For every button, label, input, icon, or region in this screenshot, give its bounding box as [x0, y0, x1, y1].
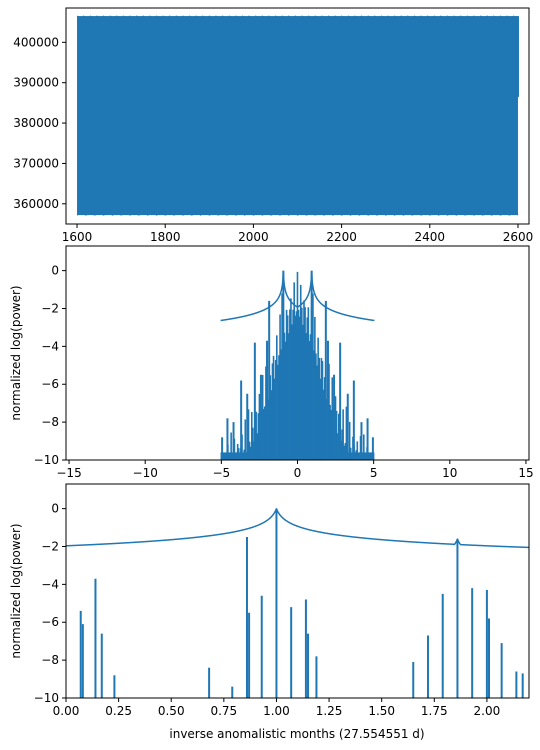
panel-1-x-ticks: 1600 1800 2000 2200 2400 2600: [62, 224, 533, 244]
x-tick-label: 1.00: [263, 704, 290, 718]
x-tick-label: 1.75: [421, 704, 448, 718]
y-tick-label: −8: [41, 653, 59, 667]
y-tick-label: −10: [34, 453, 59, 467]
x-tick-label: −15: [56, 466, 81, 480]
panel-2-y-ticks: 0 −2 −4 −6 −8 −10: [34, 264, 66, 467]
x-tick-label: −5: [212, 466, 230, 480]
panel-3-plot-area: [66, 507, 529, 698]
distance-series-band: [77, 16, 518, 216]
x-tick-label: 0.25: [105, 704, 132, 718]
panel-2-ylabel: normalized log(power): [9, 285, 23, 420]
y-tick-label: −6: [41, 615, 59, 629]
x-tick-label: 1.25: [316, 704, 343, 718]
y-tick-label: −4: [41, 577, 59, 591]
spectrum-line: [220, 270, 375, 322]
y-tick-label: −4: [41, 339, 59, 353]
panel-3: 0.00 0.25 0.50 0.75 1.00 1.25 1.50 1.75 2.00 0 −2…: [9, 483, 530, 741]
panel-3-ylabel: normalized log(power): [9, 523, 23, 658]
spectrum-series: [66, 507, 529, 698]
distance-series-bottom-edge: [76, 211, 519, 216]
x-tick-label: 0.75: [210, 704, 237, 718]
y-tick-label: −6: [41, 377, 59, 391]
panel-1: 1600 1800 2000 2200 2400 2600 360000 370000 380…: [13, 7, 533, 244]
y-tick-label: 380000: [13, 116, 59, 130]
panel-3-x-ticks: 0.00 0.25 0.50 0.75 1.00 1.25 1.50 1.75 2.00: [53, 698, 501, 718]
x-tick-label: 2400: [415, 230, 446, 244]
y-tick-label: 400000: [13, 35, 59, 49]
y-tick-label: −2: [41, 539, 59, 553]
panel-1-y-ticks: 360000 370000 380000 390000 400000: [13, 35, 66, 211]
panel-2: −15 −10 −5 0 5 10 15 0−2−4−6−8−10 normalized l…: [9, 245, 534, 480]
x-tick-label: 0: [294, 466, 302, 480]
x-tick-label: 2200: [326, 230, 357, 244]
panel-1-plot-area: [76, 15, 519, 216]
y-tick-label: 390000: [13, 76, 59, 90]
spectrum-line: [66, 507, 529, 549]
x-tick-label: 1.50: [368, 704, 395, 718]
y-tick-label: 370000: [13, 156, 59, 170]
panel-3-frame: [65, 483, 530, 699]
x-tick-label: 2600: [503, 230, 534, 244]
x-tick-label: 1600: [62, 230, 93, 244]
x-tick-label: 2.00: [474, 704, 501, 718]
x-tick-label: 1800: [150, 230, 181, 244]
panel-3-y-ticks: 0 −2 −4 −6 −8 −10: [34, 502, 66, 705]
y-tick-label: −8: [41, 415, 59, 429]
y-tick-label: −10: [34, 691, 59, 705]
x-tick-label: 10: [442, 466, 457, 480]
x-tick-label: 5: [370, 466, 378, 480]
panel-2-plot-area: [220, 270, 375, 460]
x-tick-label: 15: [518, 466, 533, 480]
x-tick-label: 0.00: [53, 704, 80, 718]
x-tick-label: 2000: [238, 230, 269, 244]
panel-3-xlabel: inverse anomalistic months (27.554551 d): [169, 727, 424, 741]
spectrum-series: [220, 270, 375, 460]
y-tick-label: 360000: [13, 197, 59, 211]
y-tick-label: 0: [51, 502, 59, 516]
x-tick-label: −10: [133, 466, 158, 480]
y-tick-label: 0: [51, 264, 59, 278]
y-tick-label: −2: [41, 301, 59, 315]
x-tick-label: 0.50: [158, 704, 185, 718]
distance-series-top-edge: [76, 15, 519, 19]
panel-1-frame: [65, 7, 530, 225]
panel-2-x-ticks: −15 −10 −5 0 5 10 15: [56, 460, 534, 480]
spectrum-dense-lines: [220, 271, 375, 460]
